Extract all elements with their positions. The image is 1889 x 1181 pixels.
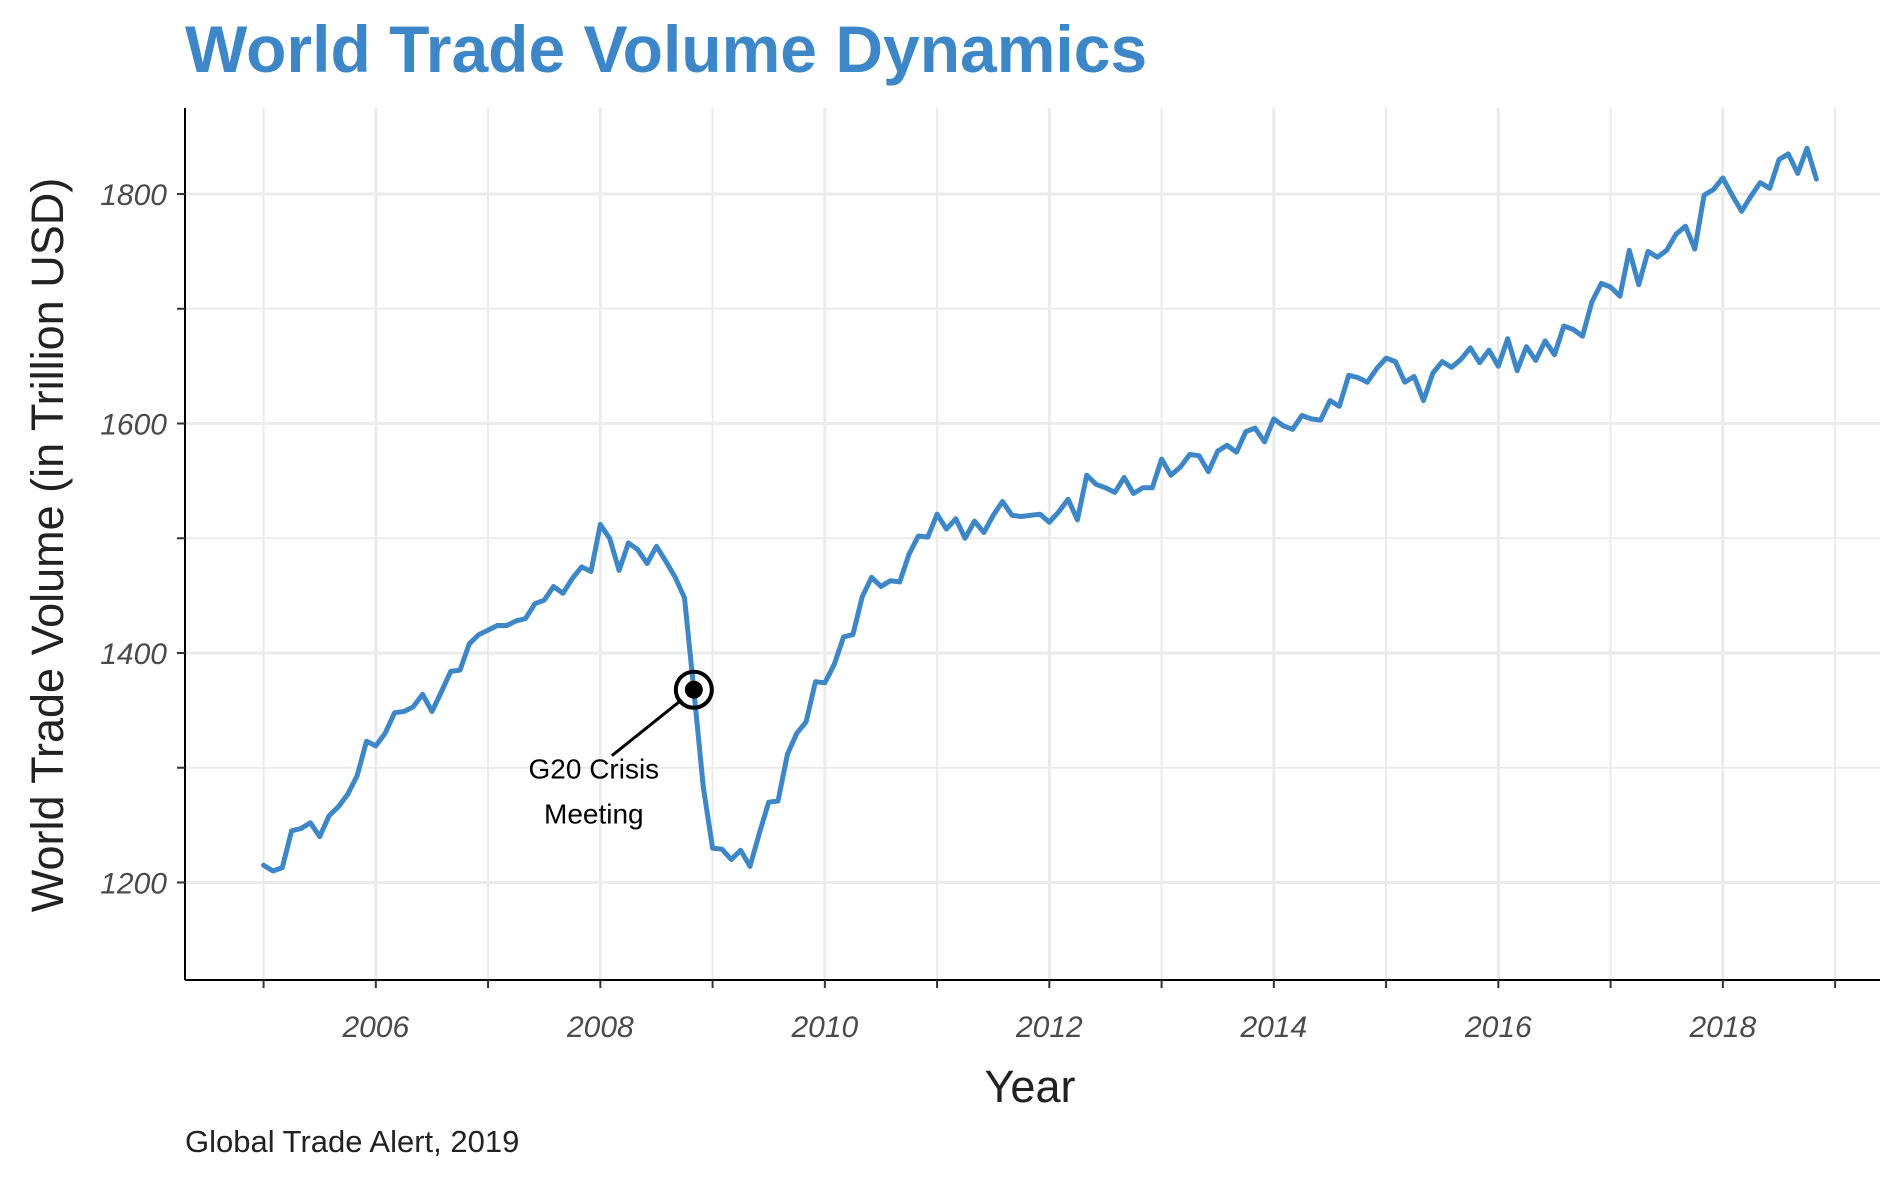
series-line: [261, 145, 1819, 874]
x-tick-label: 2018: [1688, 1011, 1756, 1044]
x-axis-title: Year: [985, 1061, 1076, 1112]
annotation-label-line2: Meeting: [544, 799, 644, 830]
x-axis-ticks: 2006 2008 2010 2012 2014 2016 2018: [262, 980, 1837, 1044]
chart-caption: Global Trade Alert, 2019: [185, 1124, 519, 1159]
axes: [184, 108, 1880, 981]
annotation-label-line1: G20 Crisis: [528, 754, 659, 785]
y-tick-label: 1600: [100, 409, 167, 442]
chart-title: World Trade Volume Dynamics: [185, 12, 1147, 86]
x-tick-label: 2016: [1464, 1011, 1532, 1044]
annotation: G20 Crisis Meeting: [528, 669, 714, 830]
y-tick-label: 1200: [100, 867, 167, 900]
annotation-leader-line: [610, 698, 683, 757]
x-tick-label: 2010: [790, 1011, 858, 1044]
annotation-ring: [673, 669, 714, 710]
y-tick-label: 1400: [100, 638, 167, 671]
x-tick-label: 2014: [1239, 1011, 1307, 1044]
y-axis-title: World Trade Volume (in Trillion USD): [22, 178, 73, 912]
annotation-point: [684, 680, 703, 699]
x-tick-label: 2008: [566, 1011, 634, 1044]
y-tick-label: 1800: [100, 179, 167, 212]
x-tick-label: 2012: [1015, 1011, 1083, 1044]
y-axis-ticks: 1200 1400 1600 1800: [100, 179, 185, 900]
x-tick-label: 2006: [341, 1011, 409, 1044]
grid: [185, 108, 1880, 980]
